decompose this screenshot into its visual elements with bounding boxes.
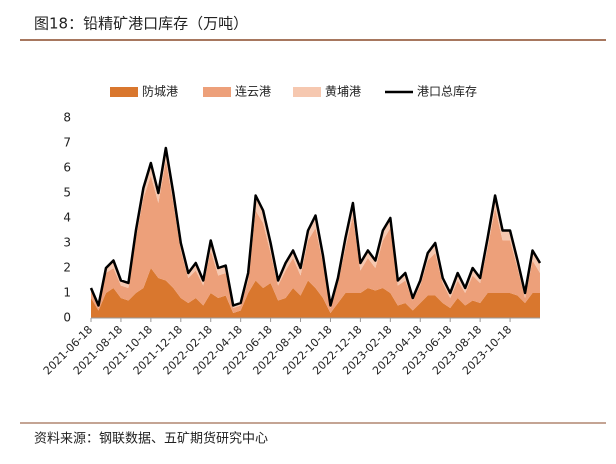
legend-label: 防城港 xyxy=(142,84,178,99)
y-tick-label: 6 xyxy=(63,161,71,175)
legend-label: 港口总库存 xyxy=(417,84,477,99)
area xyxy=(91,160,540,313)
legend-swatch xyxy=(203,87,231,97)
y-tick-label: 2 xyxy=(63,261,71,275)
y-tick-label: 7 xyxy=(63,136,71,150)
legend-label: 黄埔港 xyxy=(325,85,361,99)
y-tick-label: 8 xyxy=(63,111,71,125)
y-tick-label: 4 xyxy=(63,211,71,225)
legend-swatch xyxy=(110,87,138,97)
area xyxy=(91,148,540,308)
y-tick-label: 5 xyxy=(63,186,71,200)
y-tick-label: 0 xyxy=(63,311,71,325)
source: 资料来源：钢联数据、五矿期货研究中心 xyxy=(34,431,268,447)
line xyxy=(89,146,542,307)
legend-swatch xyxy=(293,87,321,97)
y-tick-label: 3 xyxy=(63,236,71,250)
chart-title: 图18：铅精矿港口库存（万吨） xyxy=(34,15,248,33)
y-tick-label: 1 xyxy=(63,286,71,300)
legend-label: 连云港 xyxy=(235,84,271,99)
